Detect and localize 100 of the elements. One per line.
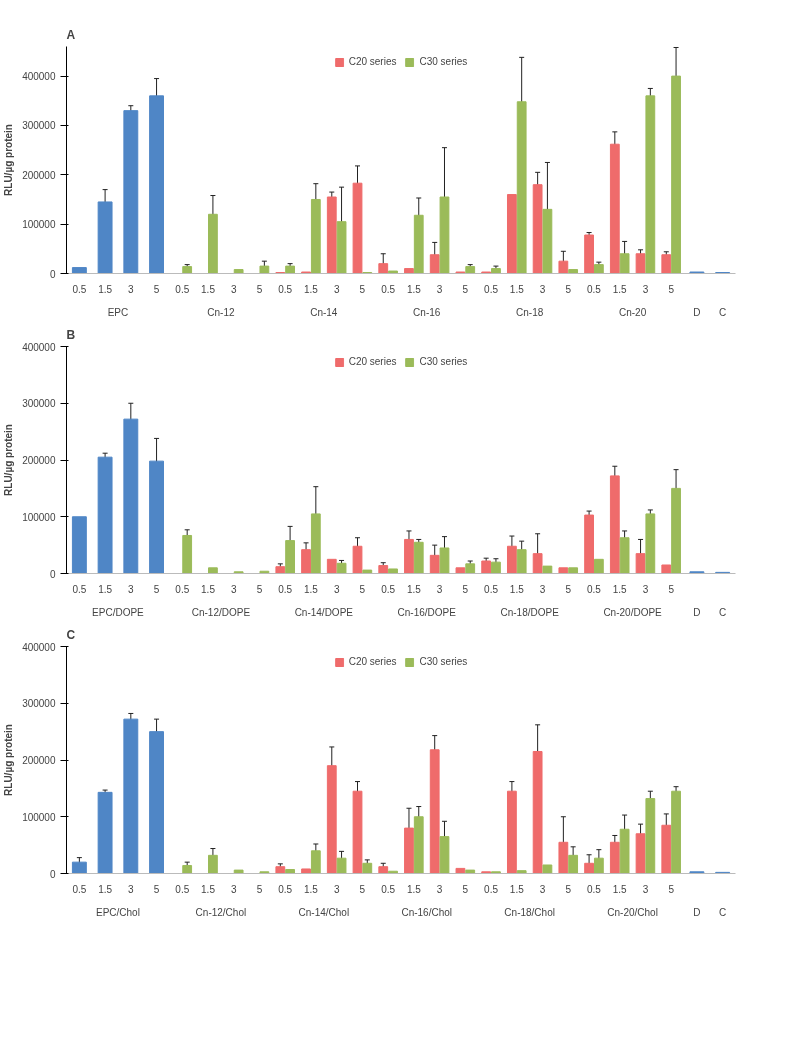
x-tick-label: 3 — [128, 583, 135, 595]
text: Cn-18/DOPE — [500, 606, 560, 618]
x-tick-label: 5 — [565, 283, 572, 295]
x-tick-label: 5 — [153, 583, 160, 595]
text: D — [693, 606, 701, 618]
chart-title: B — [66, 327, 76, 342]
text: Cn-16/DOPE — [397, 606, 457, 618]
chart-title: C — [66, 627, 76, 642]
y-axis-title: RLU/µg protein — [3, 424, 15, 496]
x-tick-label: 3 — [436, 883, 443, 895]
y-tick-label: 400000 — [22, 641, 56, 653]
x-tick-label: 3 — [230, 883, 237, 895]
y-axis-title: RLU/µg protein — [3, 124, 15, 196]
text: Cn-14/DOPE — [294, 606, 354, 618]
x-tick-label: 0.5 — [381, 883, 396, 895]
x-tick-label: 3 — [539, 883, 546, 895]
x-tick-label: 5 — [153, 283, 160, 295]
y-tick-label: 300000 — [22, 120, 56, 132]
legend-label: C20 series — [348, 56, 397, 67]
legend-label: C20 series — [348, 356, 397, 367]
x-tick-label: 0.5 — [175, 283, 190, 295]
x-tick-label: 5 — [359, 583, 366, 595]
x-tick-label: 1.5 — [509, 283, 525, 295]
x-tick-label: 0.5 — [72, 283, 87, 295]
x-tick-label: 3 — [436, 583, 443, 595]
y-tick-label: 0 — [49, 568, 56, 580]
text: Cn-12/DOPE — [191, 606, 251, 618]
x-tick-label: 1.5 — [612, 583, 628, 595]
x-tick-label: 0.5 — [381, 583, 396, 595]
x-tick-label: 0.5 — [587, 883, 602, 895]
x-tick-label: 0.5 — [278, 583, 293, 595]
legend-label: C30 series — [419, 656, 468, 667]
text: EPC/Chol — [96, 906, 140, 918]
x-tick-label: 1.5 — [98, 283, 113, 295]
x-tick-label: 3 — [539, 283, 546, 295]
y-tick-label: 100000 — [22, 511, 56, 523]
x-tick-label: 1.5 — [509, 883, 525, 895]
x-tick-label: 1.5 — [509, 583, 525, 595]
x-tick-label: 1.5 — [612, 283, 628, 295]
x-tick-label: 1.5 — [303, 283, 319, 295]
x-tick-label: 1.5 — [201, 583, 216, 595]
x-tick-label: 1.5 — [406, 883, 422, 895]
x-tick-label: 0.5 — [484, 283, 499, 295]
x-tick-label: 5 — [462, 583, 469, 595]
x-tick-label: 5 — [668, 283, 675, 295]
legend-label: C30 series — [419, 56, 468, 67]
text: D — [693, 906, 701, 918]
x-tick-label: 1.5 — [406, 583, 422, 595]
text: C — [719, 306, 727, 318]
x-tick-label: 0.5 — [484, 583, 499, 595]
x-tick-label: 1.5 — [612, 883, 628, 895]
x-tick-label: 5 — [668, 583, 675, 595]
x-tick-label: 5 — [462, 883, 469, 895]
x-tick-label: 1.5 — [98, 883, 113, 895]
x-tick-label: 3 — [642, 883, 649, 895]
x-tick-label: 3 — [333, 883, 340, 895]
x-tick-label: 0.5 — [72, 583, 87, 595]
y-tick-label: 400000 — [22, 71, 56, 83]
x-tick-label: 0.5 — [587, 283, 602, 295]
x-tick-label: 1.5 — [303, 883, 319, 895]
legend-label: C30 series — [419, 356, 468, 367]
x-tick-label: 3 — [230, 283, 237, 295]
text: Cn-12/Chol — [195, 906, 247, 918]
y-tick-label: 200000 — [22, 455, 56, 466]
text: Cn-16 — [413, 306, 441, 318]
text: EPC/DOPE — [92, 606, 145, 618]
x-tick-label: 3 — [333, 583, 340, 595]
y-tick-label: 400000 — [22, 341, 56, 353]
x-tick-label: 0.5 — [175, 883, 190, 895]
text: Cn-16/Chol — [401, 906, 453, 918]
x-tick-label: 5 — [359, 283, 366, 295]
x-tick-label: 0.5 — [381, 283, 396, 295]
x-tick-label: 3 — [128, 283, 135, 295]
x-tick-label: 3 — [230, 583, 237, 595]
chart-title: A — [66, 27, 76, 42]
y-tick-label: 200000 — [22, 755, 56, 766]
y-tick-label: 200000 — [22, 169, 56, 181]
x-tick-label: 0.5 — [587, 583, 602, 595]
y-tick-label: 0 — [49, 868, 56, 880]
text: D — [693, 306, 701, 318]
y-axis-title: RLU/µg protein — [3, 724, 15, 796]
x-tick-label: 0.5 — [484, 883, 499, 895]
x-tick-label: 3 — [436, 283, 443, 295]
x-tick-label: 3 — [333, 283, 340, 295]
x-tick-label: 5 — [256, 883, 263, 895]
y-tick-label: 100000 — [22, 219, 56, 231]
y-tick-label: 100000 — [22, 811, 56, 823]
x-tick-label: 0.5 — [175, 583, 190, 595]
x-tick-label: 5 — [256, 283, 263, 295]
x-tick-label: 3 — [642, 283, 649, 295]
x-tick-label: 1.5 — [406, 283, 422, 295]
text: C — [719, 906, 727, 918]
text: C — [719, 606, 727, 618]
x-tick-label: 5 — [153, 883, 160, 895]
text: Cn-14 — [310, 306, 338, 318]
text: Cn-20 — [618, 306, 647, 318]
x-tick-label: 5 — [462, 283, 469, 295]
x-tick-label: 3 — [128, 883, 135, 895]
text: Cn-20/Chol — [607, 906, 658, 918]
y-tick-label: 300000 — [22, 398, 56, 410]
